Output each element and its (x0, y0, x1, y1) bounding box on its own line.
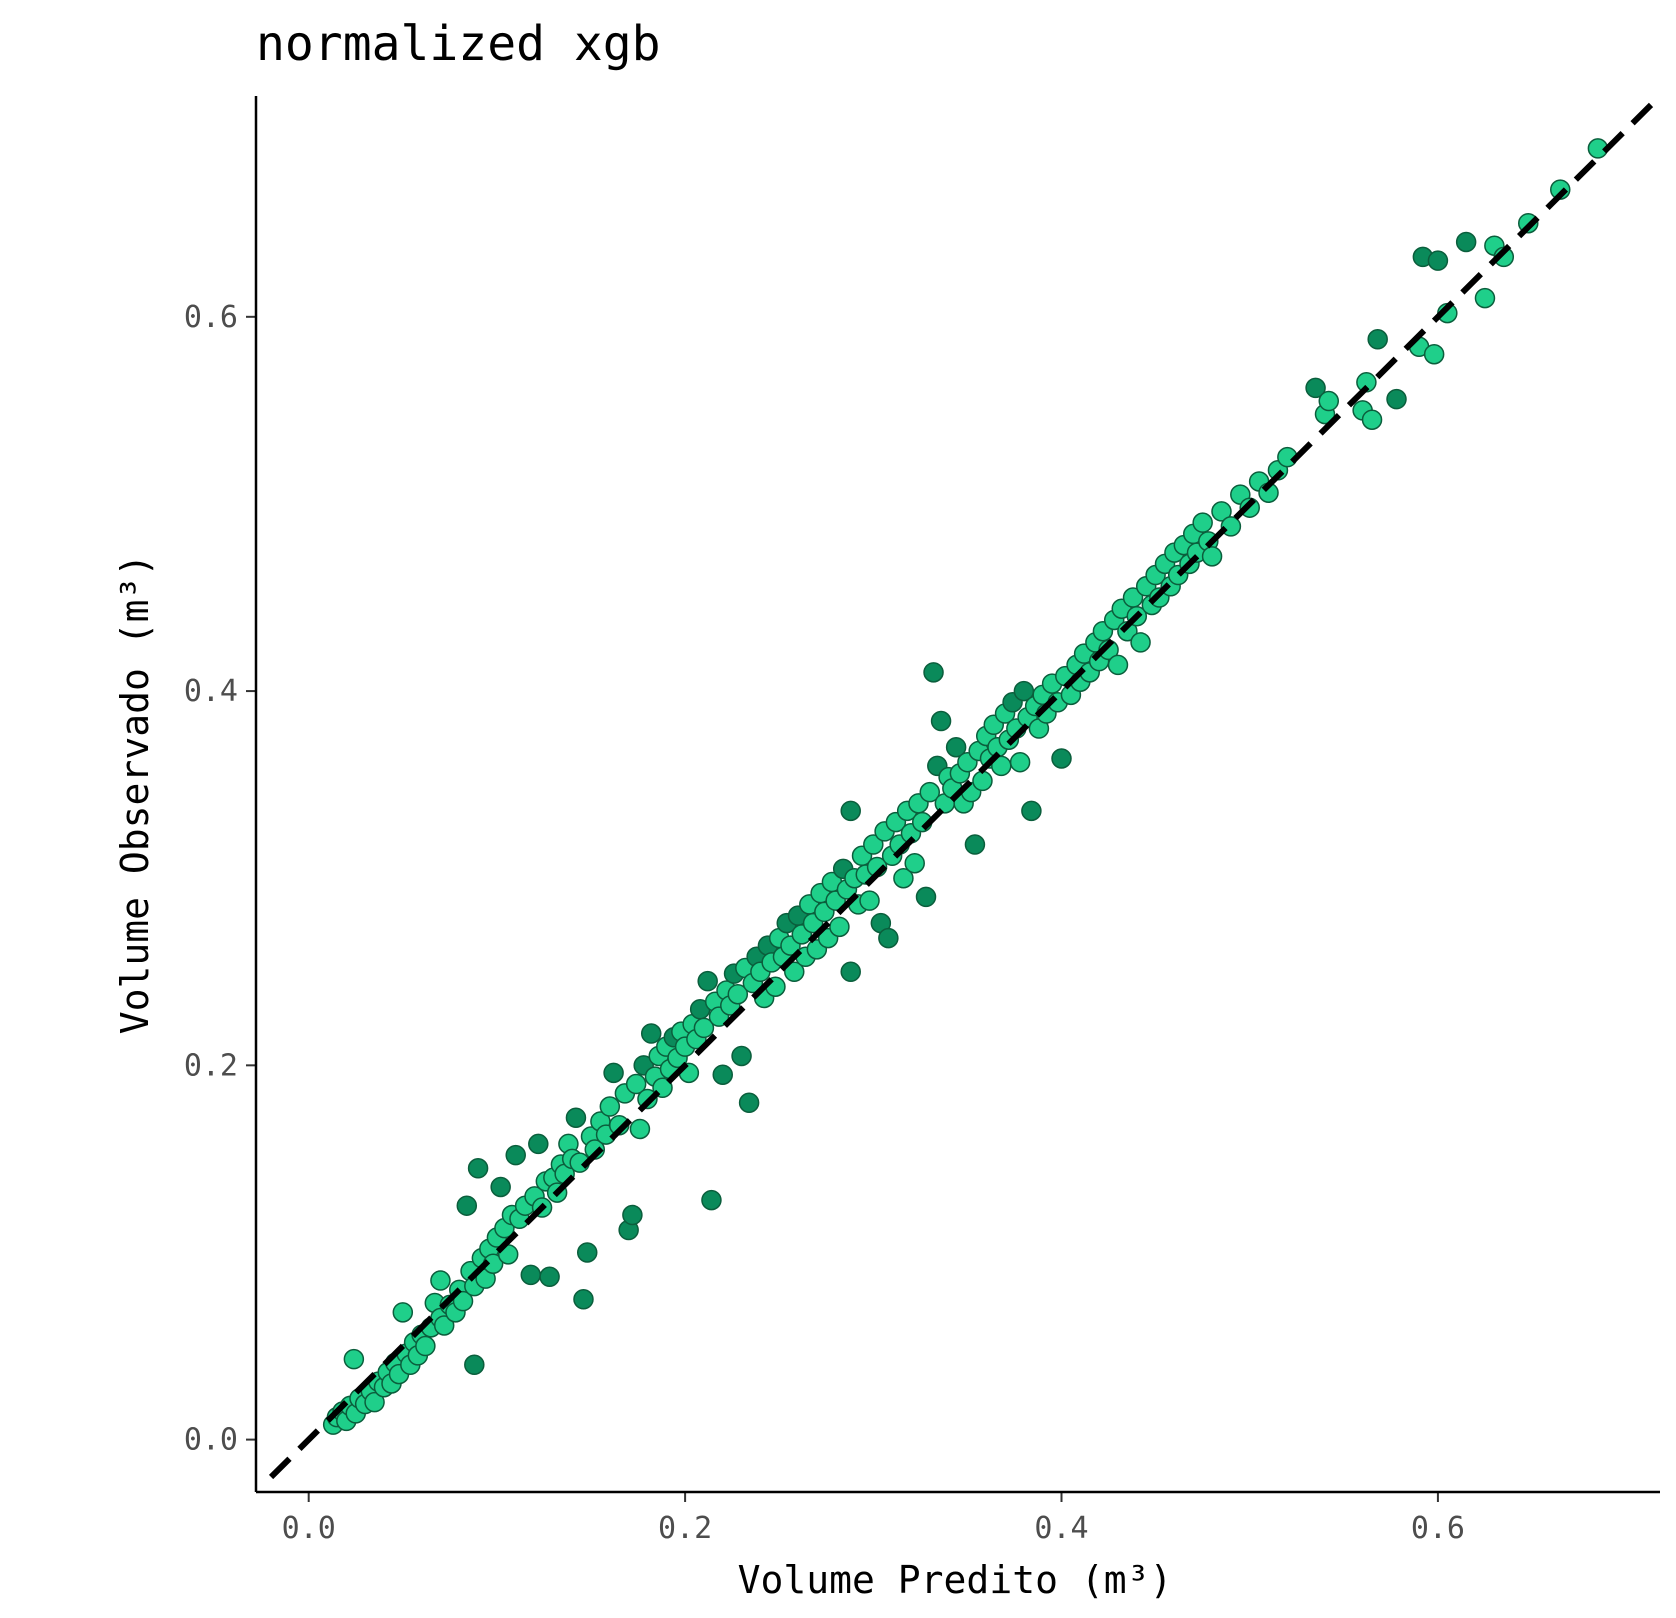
data-point (930, 710, 952, 732)
data-point (701, 1189, 722, 1211)
data-point (784, 961, 805, 983)
data-point (1474, 287, 1496, 309)
data-point (528, 1133, 549, 1155)
x-axis-title: Volume Predito (m³) (738, 1558, 1173, 1602)
data-point (863, 834, 884, 855)
data-point (1192, 512, 1213, 533)
data-point (1051, 748, 1072, 769)
data-point (964, 834, 986, 855)
data-point (1201, 546, 1223, 567)
data-point (565, 1107, 587, 1128)
data-point (622, 1204, 643, 1226)
data-point (904, 852, 925, 874)
y-tick-label: 0.0 (184, 1423, 238, 1458)
data-point (738, 1092, 760, 1114)
data-point (490, 1176, 511, 1198)
data-point (1107, 654, 1129, 676)
data-point (1427, 250, 1449, 271)
data-point (415, 1335, 436, 1357)
data-point (731, 1045, 752, 1067)
data-point (1455, 231, 1477, 253)
data-point (1361, 409, 1383, 430)
x-tick-label: 0.2 (658, 1511, 712, 1546)
x-tick-label: 0.4 (1034, 1511, 1088, 1546)
data-point (915, 886, 937, 908)
data-point (1211, 501, 1232, 522)
data-point (629, 1118, 651, 1140)
data-point (603, 1062, 624, 1084)
chart-title: normalized xgb (256, 16, 661, 72)
data-point (919, 781, 941, 803)
data-point (1423, 343, 1445, 365)
data-point (1009, 751, 1031, 773)
data-point (727, 983, 749, 1005)
data-point (520, 1264, 542, 1286)
data-point (364, 1391, 385, 1413)
data-point (1367, 329, 1388, 350)
data-point (893, 867, 914, 889)
x-tick-label: 0.6 (1411, 1511, 1465, 1546)
y-tick-label: 0.2 (184, 1048, 238, 1083)
data-point (840, 800, 861, 822)
data-point (430, 1270, 451, 1291)
data-point (456, 1195, 478, 1216)
data-point (573, 1289, 594, 1310)
x-axis-ticks: 0.0 0.2 0.4 0.6 (282, 1492, 1465, 1546)
y-axis-ticks: 0.0 0.2 0.4 0.6 (184, 300, 256, 1458)
data-point (392, 1302, 414, 1323)
data-point (1021, 800, 1042, 822)
data-point (467, 1158, 489, 1179)
data-point (829, 916, 850, 938)
data-point (972, 770, 993, 792)
data-point (1386, 388, 1407, 410)
data-point (1318, 390, 1340, 412)
identity-reference-line (268, 93, 1663, 1480)
data-point (505, 1144, 526, 1166)
data-point (1130, 632, 1151, 653)
data-point (464, 1354, 485, 1376)
data-point (539, 1266, 560, 1288)
data-point (712, 1064, 733, 1085)
data-point (1305, 377, 1326, 399)
y-tick-label: 0.6 (184, 300, 238, 335)
data-point (840, 961, 861, 983)
data-point (625, 1073, 647, 1095)
y-tick-label: 0.4 (184, 674, 238, 709)
data-point (878, 927, 899, 949)
data-point (433, 1315, 455, 1336)
y-axis-title: Volume Observado (m³) (113, 554, 157, 1034)
data-point (859, 890, 880, 911)
data-point (452, 1290, 474, 1312)
data-point (576, 1242, 598, 1263)
data-point (343, 1348, 365, 1370)
data-point (693, 1017, 715, 1039)
data-point (697, 970, 718, 992)
x-tick-label: 0.0 (282, 1511, 336, 1546)
data-point (923, 662, 944, 683)
data-point (640, 1023, 662, 1044)
data-point (599, 1096, 621, 1117)
data-point (945, 736, 967, 758)
